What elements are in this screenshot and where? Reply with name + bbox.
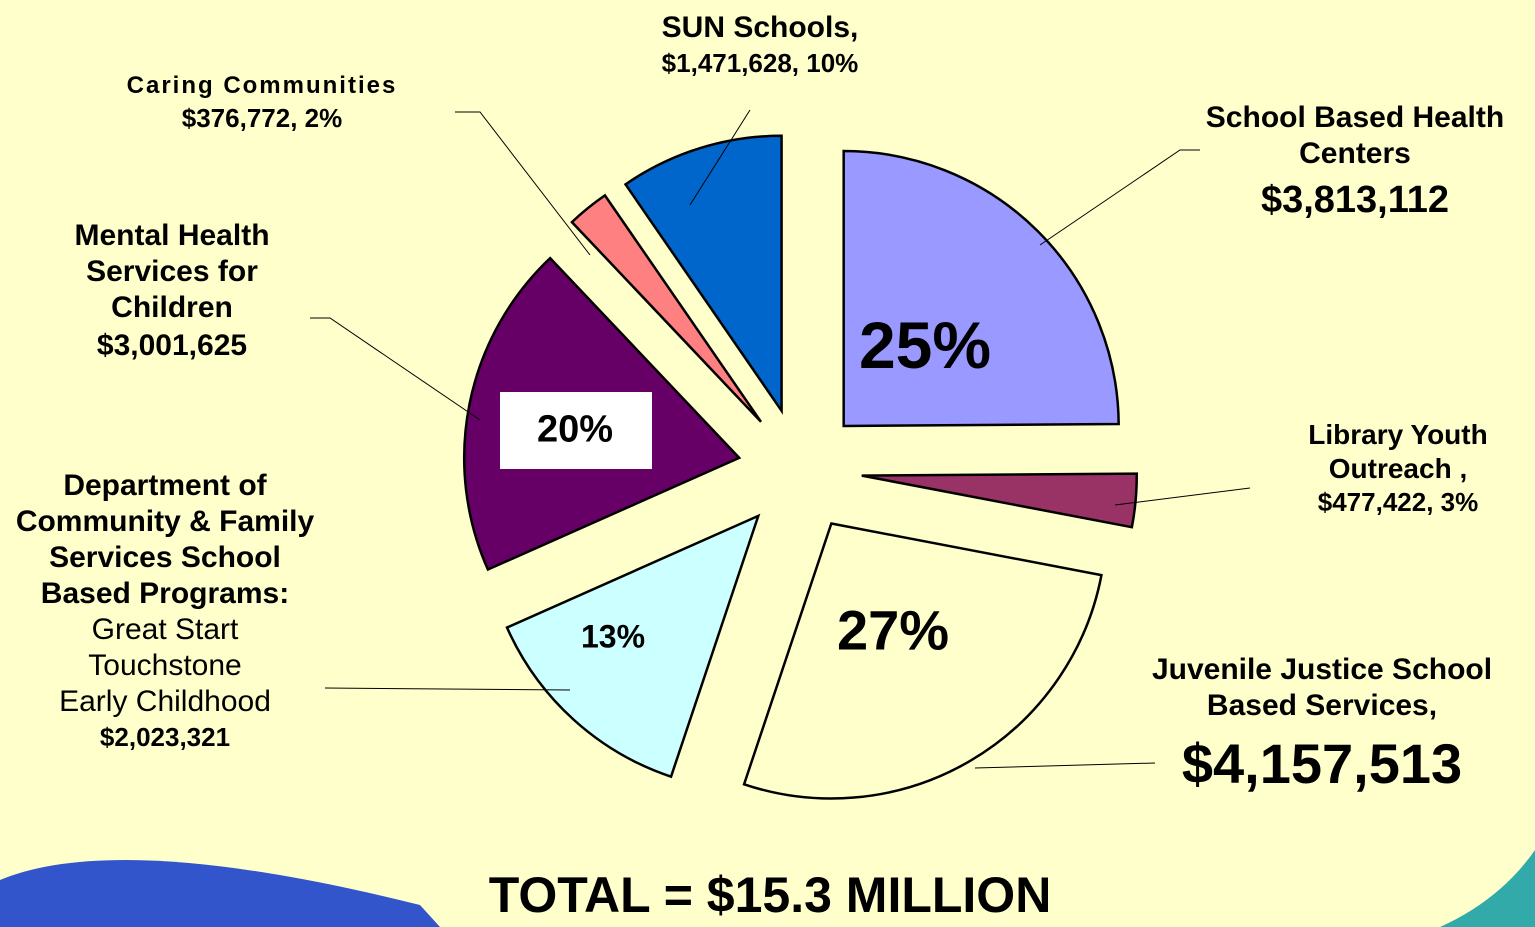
corner-decoration [0, 860, 440, 927]
percent-label: 27% [836, 598, 950, 662]
percent-label: 2% [304, 102, 343, 133]
slice-label: Library Youth Outreach , $477,422, 3% [1258, 418, 1535, 518]
leader-line [1039, 149, 1200, 246]
slice-label: Juvenile Justice School Based Services, $… [1142, 652, 1502, 797]
program-name: Great Start [91, 613, 239, 646]
amount-label: $376,772, [181, 102, 298, 133]
leader-line [974, 762, 1156, 769]
amount-line: $3,813,112 [1195, 178, 1515, 224]
pie-slice [570, 193, 763, 423]
percent-label: 25% [858, 308, 992, 382]
amount-label: $477,422, [1317, 487, 1434, 518]
amount-line: $4,157,513 [1142, 730, 1502, 797]
amount-line: $3,001,625 [22, 328, 322, 364]
leader-line [310, 317, 481, 421]
corner-decoration [1440, 850, 1535, 927]
slice-label: Mental Health Services for Children $3,00… [22, 218, 322, 364]
percent-label: 20% [536, 408, 614, 451]
pie-slice [842, 149, 1120, 428]
category-name: Mental Health Services for Children [74, 219, 270, 324]
amount-label: $3,001,625 [96, 329, 248, 362]
amount-line: $376,772, 2% [52, 103, 472, 134]
category-name: Department of Community & Family Service… [15, 469, 315, 610]
amount-label: $3,813,112 [1260, 179, 1450, 221]
leader-line [1114, 487, 1251, 506]
slice-label: Caring Communities $376,772, 2% [52, 72, 472, 134]
leader-line [455, 111, 591, 256]
category-name: SUN Schools, [661, 11, 859, 44]
amount-label: $4,157,513 [1181, 732, 1463, 795]
category-name: Caring Communities [126, 72, 398, 99]
slice-label: School Based Health Centers $3,813,112 [1195, 100, 1515, 224]
percent-box [500, 392, 652, 469]
percent-label: 13% [580, 618, 646, 655]
pie-slice [742, 522, 1103, 800]
pie-slice [861, 472, 1138, 529]
amount-line: $477,422, 3% [1258, 487, 1535, 518]
percent-label: 10% [806, 48, 859, 78]
slice-label: SUN Schools, $1,471,628, 10% [580, 10, 940, 79]
amount-label: $2,023,321 [99, 722, 231, 752]
pie-slice [505, 513, 761, 779]
pie-slice [623, 134, 783, 415]
amount-line: $2,023,321 [0, 722, 330, 753]
category-name: Library Youth Outreach , [1308, 419, 1488, 484]
amount-line: $1,471,628, 10% [580, 48, 940, 79]
amount-label: $1,471,628, [661, 48, 800, 78]
category-name: School Based Health Centers [1205, 101, 1505, 170]
leader-line [689, 109, 751, 206]
program-name: Early Childhood [59, 685, 271, 718]
leader-line [324, 687, 571, 691]
slice-label: Department of Community & Family Service… [0, 468, 330, 753]
program-name: Touchstone [88, 649, 242, 682]
category-name: Juvenile Justice School Based Services, [1151, 653, 1493, 722]
percent-label: 3% [1440, 487, 1479, 518]
chart-title: TOTAL = $15.3 MILLION [488, 867, 1052, 923]
